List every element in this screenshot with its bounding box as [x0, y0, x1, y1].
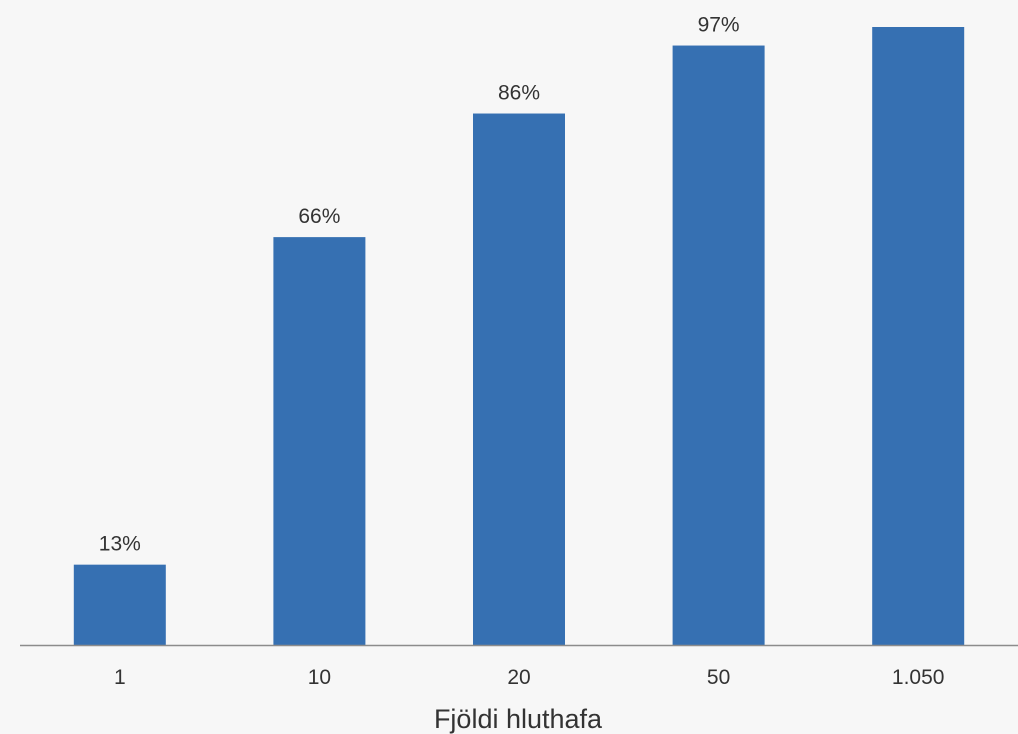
- data-label-10: 66%: [298, 205, 340, 228]
- bars-group: [73, 27, 965, 646]
- data-label-20: 86%: [498, 82, 540, 105]
- bar-1: [73, 564, 166, 645]
- x-tick-label: 20: [507, 666, 530, 689]
- x-tick-label: 1: [114, 666, 126, 689]
- x-tick-label: 50: [707, 666, 730, 689]
- data-label-50: 97%: [698, 14, 740, 37]
- x-tick-label: 10: [308, 666, 331, 689]
- bar-20: [473, 113, 565, 645]
- bar-10: [273, 237, 366, 645]
- bar-1.050: [872, 27, 965, 645]
- bar-50: [672, 45, 765, 646]
- x-tick-label: 1.050: [892, 666, 945, 689]
- x-tick-labels-group: 1 10 20 50 1.050: [114, 666, 945, 689]
- x-axis-title: Fjöldi hluthafa: [434, 704, 603, 734]
- data-label-1: 13%: [99, 533, 141, 556]
- data-labels-group: 13% 66% 86% 97%: [99, 14, 740, 556]
